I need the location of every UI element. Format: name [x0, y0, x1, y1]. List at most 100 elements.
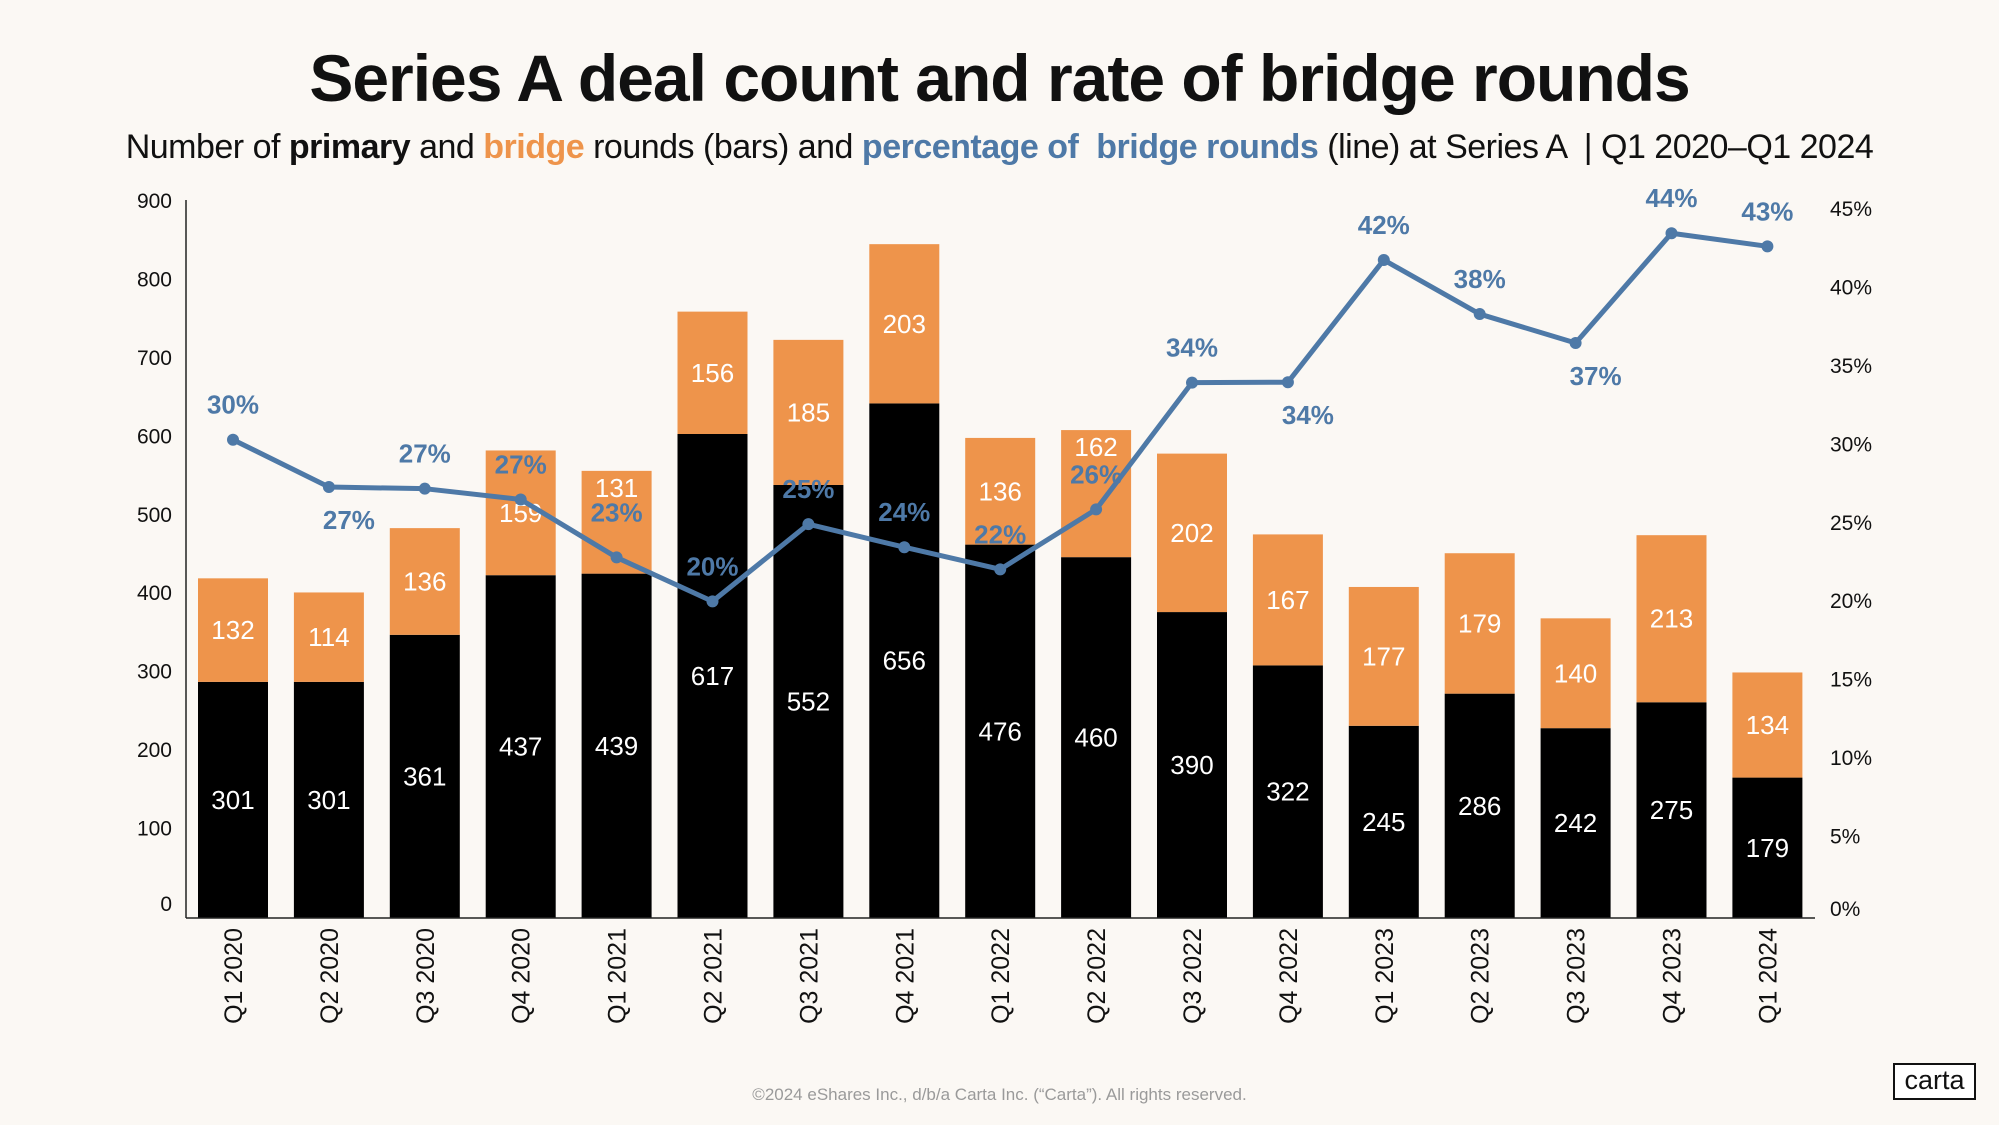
data-label-bridge: 203 [883, 309, 926, 339]
x-tick-label: Q4 2022 [1275, 928, 1303, 1024]
data-label-primary: 242 [1554, 808, 1597, 838]
data-label-bridge: 167 [1266, 585, 1309, 615]
line-data-label: 30% [207, 390, 259, 420]
data-label-primary: 275 [1650, 795, 1693, 825]
bar-primary [1732, 777, 1803, 918]
line-data-label: 37% [1570, 361, 1622, 391]
x-tick-label: Q3 2020 [412, 928, 440, 1024]
data-label-primary: 301 [307, 785, 350, 815]
carta-logo: carta [1893, 1063, 1976, 1100]
data-label-primary: 437 [499, 732, 542, 762]
data-label-primary: 245 [1362, 807, 1405, 837]
data-label-primary: 390 [1170, 750, 1213, 780]
x-tick-label: Q1 2020 [220, 928, 248, 1024]
line-point [610, 551, 623, 564]
subtitle-text: rounds (bars) and [584, 128, 862, 166]
data-label-bridge: 177 [1362, 641, 1405, 671]
y2-tick-label: 35% [1830, 355, 1872, 378]
y-tick-label: 600 [137, 425, 172, 448]
line-data-label: 44% [1645, 183, 1697, 213]
data-label-bridge: 202 [1170, 518, 1213, 548]
line-point [1761, 240, 1774, 253]
data-label-bridge: 136 [979, 476, 1022, 506]
line-point [898, 541, 911, 554]
line-data-label: 38% [1454, 264, 1506, 294]
line-point [514, 493, 527, 506]
bar-bridge [677, 311, 748, 434]
data-label-primary: 179 [1746, 833, 1789, 863]
line-data-label: 26% [1070, 459, 1122, 489]
line-point [1473, 308, 1486, 321]
bar-primary [485, 575, 556, 918]
bar-bridge [869, 244, 940, 404]
line-data-label: 25% [782, 474, 834, 504]
line-point [706, 595, 719, 608]
x-tick-label: Q3 2022 [1179, 928, 1207, 1024]
y2-tick-label: 45% [1830, 198, 1872, 221]
data-label-primary: 656 [883, 646, 926, 676]
line-point [802, 518, 815, 531]
bar-primary [677, 433, 748, 918]
data-label-bridge: 132 [211, 615, 254, 645]
data-label-bridge: 162 [1074, 432, 1117, 462]
line-point [1281, 376, 1294, 389]
line-point [1665, 227, 1678, 240]
bar-primary [293, 681, 364, 918]
bar-primary [869, 403, 940, 919]
bar-bridge [1444, 553, 1515, 694]
subtitle-percentage: percentage of bridge rounds [861, 128, 1319, 166]
y2-tick-label: 5% [1830, 826, 1860, 849]
subtitle-bridge: bridge [483, 128, 585, 166]
bar-bridge [1732, 672, 1803, 778]
y-tick-label: 900 [137, 190, 172, 213]
bar-primary [389, 634, 460, 918]
line-data-label: 22% [974, 519, 1026, 549]
y2-tick-label: 30% [1830, 433, 1872, 456]
bar-primary [1348, 725, 1419, 918]
data-label-bridge: 136 [403, 566, 446, 596]
line-point [418, 482, 431, 495]
bar-primary [1540, 728, 1611, 918]
subtitle-text: and [410, 128, 484, 166]
line-point [227, 433, 239, 446]
subtitle-text: (line) at Series A | Q1 2020–Q1 2024 [1318, 128, 1874, 166]
x-tick-label: Q1 2021 [604, 928, 632, 1024]
data-label-bridge: 156 [691, 358, 734, 388]
copyright-footer: ©2024 eShares Inc., d/b/a Carta Inc. (“C… [752, 1085, 1247, 1104]
x-tick-label: Q2 2020 [316, 928, 344, 1024]
y-tick-label: 700 [137, 347, 172, 370]
y2-tick-label: 40% [1830, 276, 1872, 299]
chart-subtitle: Number of primary and bridge rounds (bar… [0, 128, 1999, 167]
bar-bridge [1061, 430, 1132, 558]
y-tick-label: 800 [137, 268, 172, 291]
x-tick-label: Q4 2021 [891, 928, 919, 1024]
line-data-label: 20% [686, 551, 738, 581]
x-tick-label: Q3 2021 [795, 928, 823, 1024]
bar-primary [581, 573, 652, 918]
line-data-label: 23% [591, 497, 643, 527]
bar-bridge [965, 437, 1036, 545]
subtitle-primary: primary [288, 128, 411, 166]
x-tick-label: Q4 2023 [1659, 928, 1687, 1024]
y-tick-label: 0 [160, 893, 172, 916]
y-tick-label: 500 [137, 504, 172, 527]
bar-primary [1636, 702, 1707, 918]
bar-primary [1252, 665, 1323, 918]
y-tick-label: 300 [137, 661, 172, 684]
line-data-label: 43% [1741, 196, 1793, 226]
bar-primary [1061, 557, 1132, 918]
data-label-bridge: 114 [308, 622, 349, 652]
y2-tick-label: 15% [1830, 669, 1872, 692]
bar-bridge [773, 339, 844, 485]
line-point [994, 563, 1007, 576]
line-data-label: 42% [1358, 210, 1410, 240]
line-point [322, 481, 335, 494]
x-tick-label: Q2 2022 [1083, 928, 1111, 1024]
y2-tick-label: 25% [1830, 512, 1872, 535]
bar-primary [1444, 693, 1515, 918]
x-tick-label: Q2 2021 [700, 928, 728, 1024]
x-tick-label: Q1 2022 [987, 928, 1015, 1024]
bar-bridge [389, 528, 460, 635]
line-data-label: 34% [1166, 333, 1218, 363]
line-data-label: 34% [1282, 400, 1334, 430]
